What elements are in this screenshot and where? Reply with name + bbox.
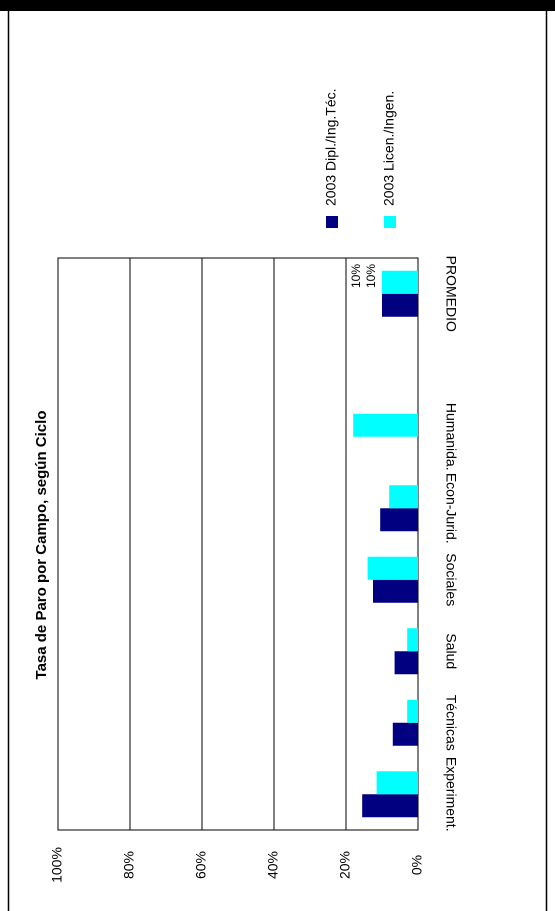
bar (394, 651, 418, 675)
bar (382, 270, 418, 294)
x-tick-label: Humanida. (443, 403, 459, 471)
y-tick-label: 20% (337, 851, 353, 879)
x-tick-label: Sociales (443, 553, 459, 606)
legend-label: 2003 Dipl./Ing.Téc. (323, 88, 339, 206)
bar (392, 722, 418, 746)
bar (367, 556, 418, 580)
bar (389, 485, 418, 509)
y-tick-label: 60% (193, 851, 209, 879)
y-tick-label: 100% (49, 847, 65, 883)
chart-title: Tasa de Paro por Campo, según Ciclo (33, 411, 50, 680)
x-tick-label: Experiment. (443, 757, 459, 832)
bar (362, 794, 418, 818)
bar (407, 628, 418, 652)
bar (376, 771, 418, 795)
bar (382, 293, 418, 317)
legend-swatch (384, 216, 396, 228)
bar (380, 508, 418, 532)
x-tick-label: Salud (443, 633, 459, 669)
legend-label: 2003 Licen./Ingen. (381, 91, 397, 206)
x-tick-label: PROMEDIO (443, 256, 459, 332)
frame-top (0, 0, 555, 11)
x-tick-label: Técnicas (443, 695, 459, 751)
x-tick-label: Econ-Jurid. (443, 473, 459, 544)
bar (407, 699, 418, 723)
data-label: 10% (349, 264, 363, 288)
bar (373, 579, 418, 603)
y-tick-label: 40% (265, 851, 281, 879)
legend-swatch (326, 216, 338, 228)
y-tick-label: 0% (409, 855, 425, 875)
bar (353, 413, 418, 437)
y-tick-label: 80% (121, 851, 137, 879)
data-label: 10% (364, 264, 378, 288)
plot-area (57, 257, 419, 831)
